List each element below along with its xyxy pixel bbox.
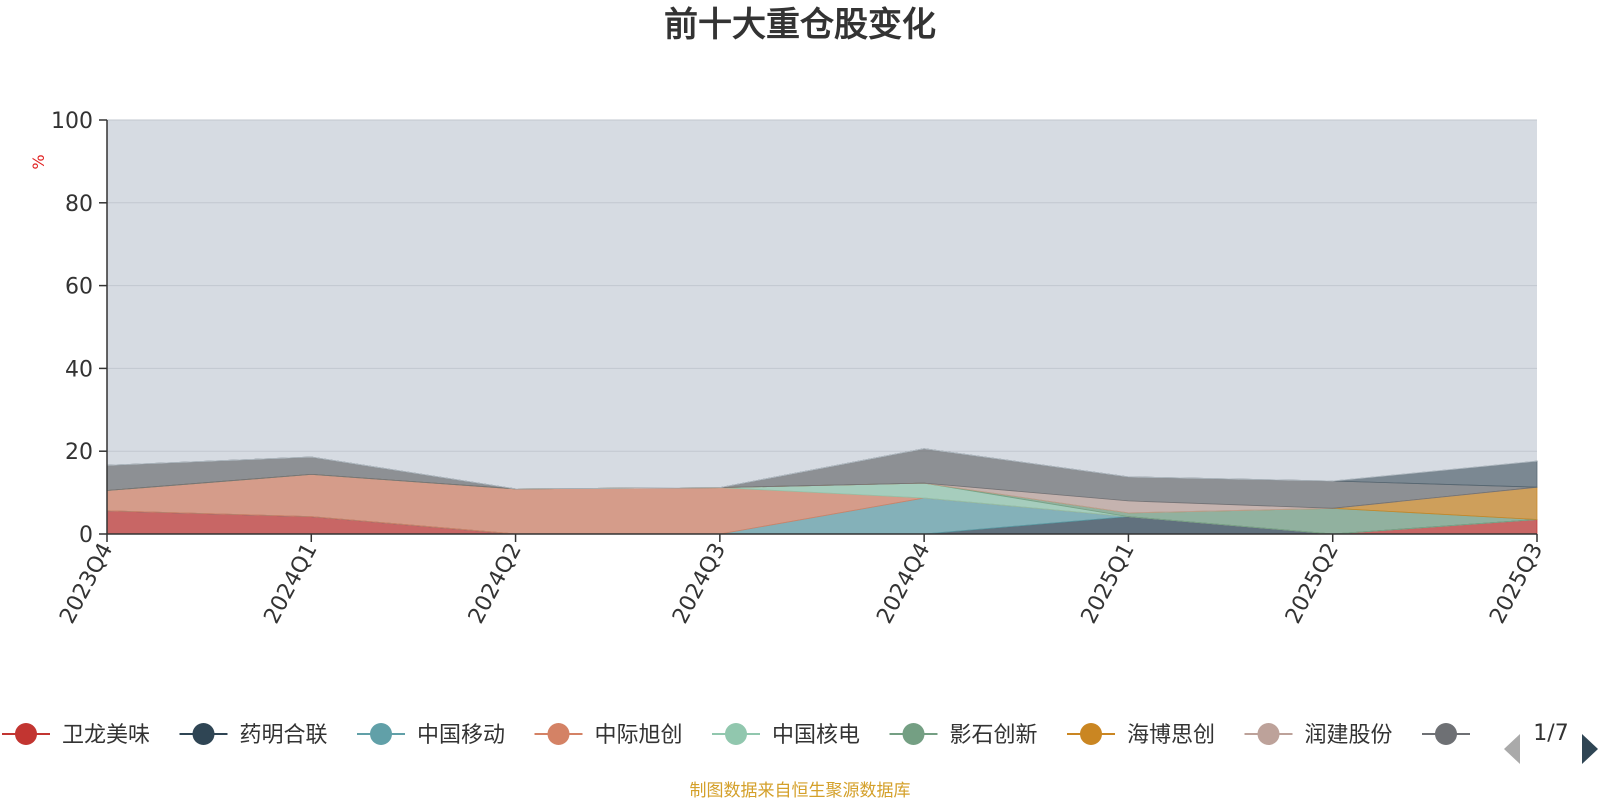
legend-item[interactable]: 药明合联 xyxy=(179,723,328,748)
chart-title: 前十大重仓股变化 xyxy=(664,5,936,45)
x-tick-label: 2024Q3 xyxy=(668,539,731,628)
x-tick-label: 2025Q3 xyxy=(1485,539,1548,628)
data-source-note: 制图数据来自恒生聚源数据库 xyxy=(690,781,911,800)
legend-page-indicator: 1/7 xyxy=(1533,721,1568,746)
series-area-10[interactable] xyxy=(106,448,1538,490)
legend-label: 海博思创 xyxy=(1127,723,1215,748)
legend-item[interactable]: 润建股份 xyxy=(1244,723,1393,748)
legend-label: 卫龙美味 xyxy=(62,723,150,748)
legend-marker-icon xyxy=(192,723,215,745)
legend-label: 中国移动 xyxy=(417,723,505,748)
legend-marker-icon xyxy=(1080,723,1102,745)
legend-marker-icon xyxy=(1435,723,1457,745)
legend-pager: 1/7 xyxy=(1504,721,1598,764)
y-tick-label: 20 xyxy=(65,440,93,465)
legend-marker-icon xyxy=(15,723,37,745)
legend-marker-icon xyxy=(370,723,392,745)
y-tick-label: 40 xyxy=(65,357,93,382)
legend-label: 影石创新 xyxy=(950,723,1038,748)
x-tick-label: 2024Q4 xyxy=(872,539,935,628)
legend-marker-icon xyxy=(902,723,925,745)
legend-item[interactable]: 中国移动 xyxy=(357,723,505,748)
x-tick-label: 2024Q2 xyxy=(464,539,527,628)
legend-label: 中际旭创 xyxy=(595,723,683,748)
y-tick-label: 100 xyxy=(51,109,93,134)
legend-item[interactable]: 海博思创 xyxy=(1067,723,1215,748)
legend-marker-icon xyxy=(547,723,570,745)
y-tick-label: 0 xyxy=(79,523,93,548)
y-axis-unit: % xyxy=(29,154,48,169)
y-tick-label: 60 xyxy=(65,275,93,300)
legend-item[interactable]: I xyxy=(1422,723,1489,748)
legend-item[interactable]: 影石创新 xyxy=(889,723,1038,748)
legend-label: 中国核电 xyxy=(772,723,860,748)
x-tick-label: 2025Q1 xyxy=(1077,539,1140,628)
y-tick-label: 80 xyxy=(65,192,93,217)
legend: 卫龙美味 药明合联 中国移动 中际旭创 中国核电 影石创新 海博思创 润建股份 I xyxy=(2,723,1489,748)
legend-label: 润建股份 xyxy=(1305,723,1393,748)
plot-area xyxy=(106,119,1538,535)
legend-item[interactable]: 中国核电 xyxy=(712,723,860,748)
x-tick-label: 2023Q4 xyxy=(55,539,118,628)
triangle-left-icon[interactable] xyxy=(1504,734,1520,764)
legend-item[interactable]: 中际旭创 xyxy=(534,723,683,748)
triangle-right-icon[interactable] xyxy=(1582,734,1598,764)
legend-item[interactable]: 卫龙美味 xyxy=(2,723,150,748)
legend-label: 药明合联 xyxy=(240,723,328,748)
legend-marker-icon xyxy=(725,723,747,745)
legend-label: I xyxy=(1482,723,1489,748)
x-tick-label: 2025Q2 xyxy=(1281,539,1344,628)
legend-marker-icon xyxy=(1257,723,1280,745)
x-tick-label: 2024Q1 xyxy=(260,539,323,628)
